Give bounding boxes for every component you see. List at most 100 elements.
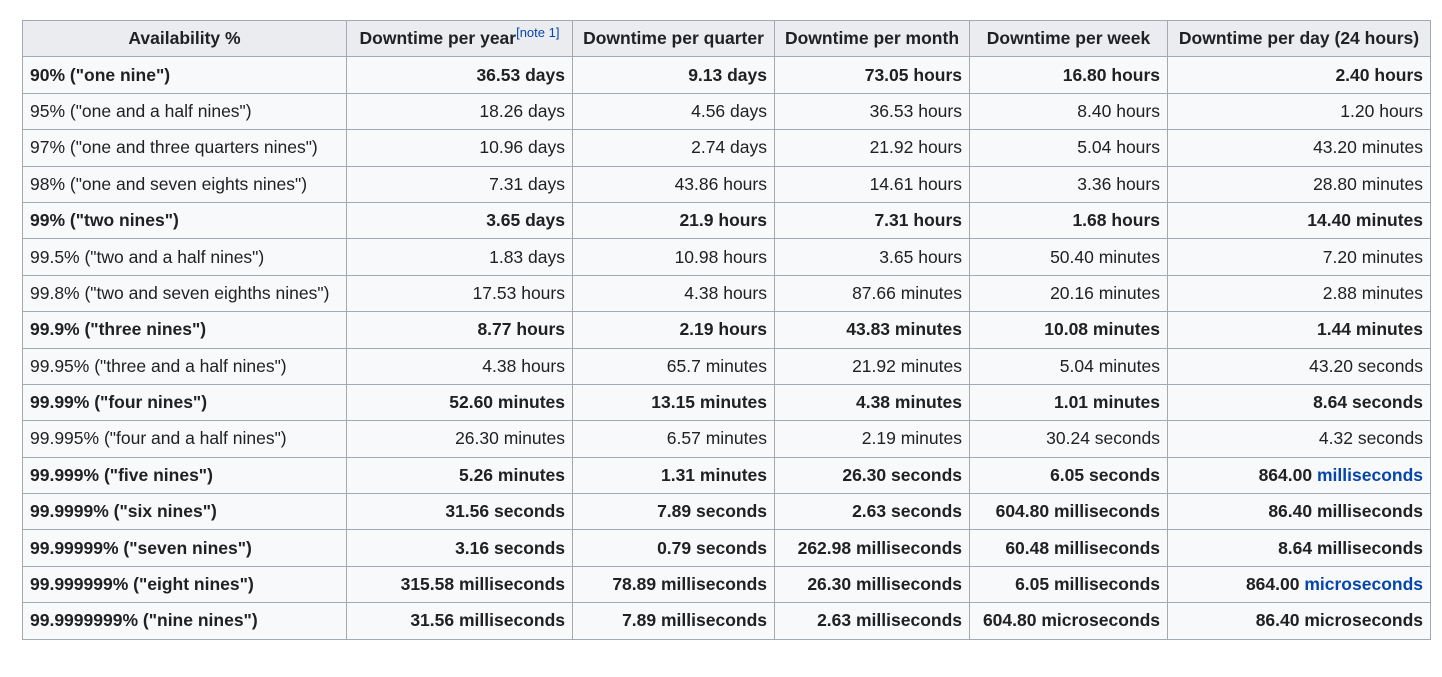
cell-downtime-quarter: 78.89 milliseconds bbox=[572, 565, 775, 604]
cell-downtime-month: 2.63 seconds bbox=[774, 493, 970, 531]
table-row: 99.995% ("four and a half nines") 26.30 m… bbox=[22, 420, 1431, 458]
table-row: 99.5% ("two and a half nines") 1.83 days 1… bbox=[22, 238, 1431, 276]
cell-downtime-month: 26.30 seconds bbox=[774, 456, 970, 495]
header-downtime-quarter: Downtime per quarter bbox=[572, 19, 775, 58]
cell-number: 864.00 bbox=[1258, 464, 1313, 485]
cell-downtime-year: 26.30 minutes bbox=[346, 420, 573, 458]
cell-downtime-year: 10.96 days bbox=[346, 129, 573, 167]
cell-downtime-quarter: 6.57 minutes bbox=[572, 420, 775, 458]
cell-downtime-week: 20.16 minutes bbox=[969, 274, 1168, 313]
header-downtime-year: Downtime per year[note 1] bbox=[346, 19, 573, 58]
cell-downtime-month: 262.98 milliseconds bbox=[774, 529, 970, 567]
cell-downtime-year: 52.60 minutes bbox=[346, 383, 573, 422]
cell-availability: 95% ("one and a half nines") bbox=[22, 92, 347, 131]
note-1-link[interactable]: [note 1] bbox=[516, 25, 560, 41]
cell-downtime-year: 8.77 hours bbox=[346, 311, 573, 349]
cell-downtime-day: 2.40 hours bbox=[1167, 56, 1431, 94]
cell-number: 864.00 bbox=[1245, 574, 1300, 595]
table-row: 99.99% ("four nines") 52.60 minutes 13.15 … bbox=[22, 383, 1431, 422]
unit-link[interactable]: milliseconds bbox=[1316, 464, 1423, 485]
cell-availability: 99.8% ("two and seven eighths nines") bbox=[22, 274, 347, 313]
cell-downtime-year: 315.58 milliseconds bbox=[346, 565, 573, 604]
header-row: Availability % Downtime per year[note 1]… bbox=[22, 19, 1431, 58]
cell-downtime-week: 1.01 minutes bbox=[969, 383, 1168, 422]
cell-downtime-month: 87.66 minutes bbox=[774, 274, 970, 313]
cell-availability: 99.5% ("two and a half nines") bbox=[22, 238, 347, 276]
cell-downtime-week: 50.40 minutes bbox=[969, 238, 1168, 276]
cell-downtime-month: 2.19 minutes bbox=[774, 420, 970, 458]
cell-availability: 99.999999% ("eight nines") bbox=[22, 565, 347, 604]
cell-availability: 99.9% ("three nines") bbox=[22, 311, 347, 349]
cell-downtime-month: 36.53 hours bbox=[774, 92, 970, 131]
table-row: 99.999999% ("eight nines") 315.58 millise… bbox=[22, 565, 1431, 604]
unit-link[interactable]: microseconds bbox=[1304, 574, 1423, 595]
table-row: 99% ("two nines") 3.65 days 21.9 hours 7.31… bbox=[22, 201, 1431, 240]
cell-downtime-day: 7.20 minutes bbox=[1167, 238, 1431, 276]
cell-downtime-week: 1.68 hours bbox=[969, 201, 1168, 240]
cell-downtime-year: 18.26 days bbox=[346, 92, 573, 131]
cell-downtime-month: 7.31 hours bbox=[774, 201, 970, 240]
availability-table: Availability % Downtime per year[note 1]… bbox=[22, 19, 1431, 640]
cell-downtime-day: 8.64 seconds bbox=[1167, 383, 1431, 422]
cell-downtime-month: 21.92 minutes bbox=[774, 347, 970, 385]
cell-downtime-week: 604.80 milliseconds bbox=[969, 493, 1168, 531]
table-row: 95% ("one and a half nines") 18.26 days 4.… bbox=[22, 92, 1431, 131]
cell-downtime-day: 864.00 milliseconds bbox=[1167, 456, 1431, 495]
cell-downtime-year: 3.65 days bbox=[346, 201, 573, 240]
cell-downtime-month: 43.83 minutes bbox=[774, 311, 970, 349]
cell-downtime-week: 60.48 milliseconds bbox=[969, 529, 1168, 567]
cell-downtime-quarter: 1.31 minutes bbox=[572, 456, 775, 495]
header-availability: Availability % bbox=[22, 19, 347, 58]
cell-availability: 99.9999% ("six nines") bbox=[22, 493, 347, 531]
cell-downtime-day: 86.40 microseconds bbox=[1167, 602, 1431, 640]
cell-downtime-week: 5.04 hours bbox=[969, 129, 1168, 167]
cell-availability: 99.99% ("four nines") bbox=[22, 383, 347, 422]
cell-downtime-year: 17.53 hours bbox=[346, 274, 573, 313]
cell-downtime-quarter: 13.15 minutes bbox=[572, 383, 775, 422]
cell-downtime-quarter: 0.79 seconds bbox=[572, 529, 775, 567]
table-row: 99.999% ("five nines") 5.26 minutes 1.31 m… bbox=[22, 456, 1431, 495]
cell-downtime-month: 73.05 hours bbox=[774, 56, 970, 94]
cell-downtime-year: 36.53 days bbox=[346, 56, 573, 94]
table-body: 90% ("one nine") 36.53 days 9.13 days 73.05… bbox=[22, 56, 1431, 640]
table-row: 97% ("one and three quarters nines") 10.9… bbox=[22, 129, 1431, 167]
cell-downtime-day: 1.44 minutes bbox=[1167, 311, 1431, 349]
cell-downtime-week: 3.36 hours bbox=[969, 165, 1168, 203]
cell-downtime-year: 31.56 seconds bbox=[346, 493, 573, 531]
cell-availability: 98% ("one and seven eights nines") bbox=[22, 165, 347, 203]
cell-downtime-year: 7.31 days bbox=[346, 165, 573, 203]
cell-downtime-day: 28.80 minutes bbox=[1167, 165, 1431, 203]
cell-availability: 99.9999999% ("nine nines") bbox=[22, 602, 347, 640]
cell-downtime-week: 30.24 seconds bbox=[969, 420, 1168, 458]
cell-downtime-month: 14.61 hours bbox=[774, 165, 970, 203]
cell-downtime-quarter: 43.86 hours bbox=[572, 165, 775, 203]
cell-downtime-day: 8.64 milliseconds bbox=[1167, 529, 1431, 567]
cell-availability: 99.99999% ("seven nines") bbox=[22, 529, 347, 567]
cell-downtime-day: 864.00 microseconds bbox=[1167, 565, 1431, 604]
table-row: 99.9999999% ("nine nines") 31.56 millisec… bbox=[22, 602, 1431, 640]
cell-downtime-week: 16.80 hours bbox=[969, 56, 1168, 94]
header-downtime-day: Downtime per day (24 hours) bbox=[1167, 19, 1431, 58]
cell-downtime-week: 604.80 microseconds bbox=[969, 602, 1168, 640]
cell-downtime-year: 1.83 days bbox=[346, 238, 573, 276]
cell-downtime-day: 4.32 seconds bbox=[1167, 420, 1431, 458]
cell-downtime-month: 4.38 minutes bbox=[774, 383, 970, 422]
cell-downtime-month: 2.63 milliseconds bbox=[774, 602, 970, 640]
cell-downtime-day: 2.88 minutes bbox=[1167, 274, 1431, 313]
table-row: 99.8% ("two and seven eighths nines") 17.… bbox=[22, 274, 1431, 313]
table-row: 98% ("one and seven eights nines") 7.31 d… bbox=[22, 165, 1431, 203]
cell-availability: 99.995% ("four and a half nines") bbox=[22, 420, 347, 458]
cell-downtime-quarter: 7.89 seconds bbox=[572, 493, 775, 531]
header-downtime-week: Downtime per week bbox=[969, 19, 1168, 58]
cell-downtime-quarter: 2.74 days bbox=[572, 129, 775, 167]
cell-downtime-week: 8.40 hours bbox=[969, 92, 1168, 131]
cell-downtime-month: 21.92 hours bbox=[774, 129, 970, 167]
cell-downtime-month: 3.65 hours bbox=[774, 238, 970, 276]
cell-availability: 97% ("one and three quarters nines") bbox=[22, 129, 347, 167]
cell-downtime-week: 5.04 minutes bbox=[969, 347, 1168, 385]
cell-downtime-month: 26.30 milliseconds bbox=[774, 565, 970, 604]
cell-downtime-quarter: 9.13 days bbox=[572, 56, 775, 94]
cell-downtime-quarter: 7.89 milliseconds bbox=[572, 602, 775, 640]
cell-downtime-day: 86.40 milliseconds bbox=[1167, 493, 1431, 531]
cell-downtime-day: 43.20 seconds bbox=[1167, 347, 1431, 385]
